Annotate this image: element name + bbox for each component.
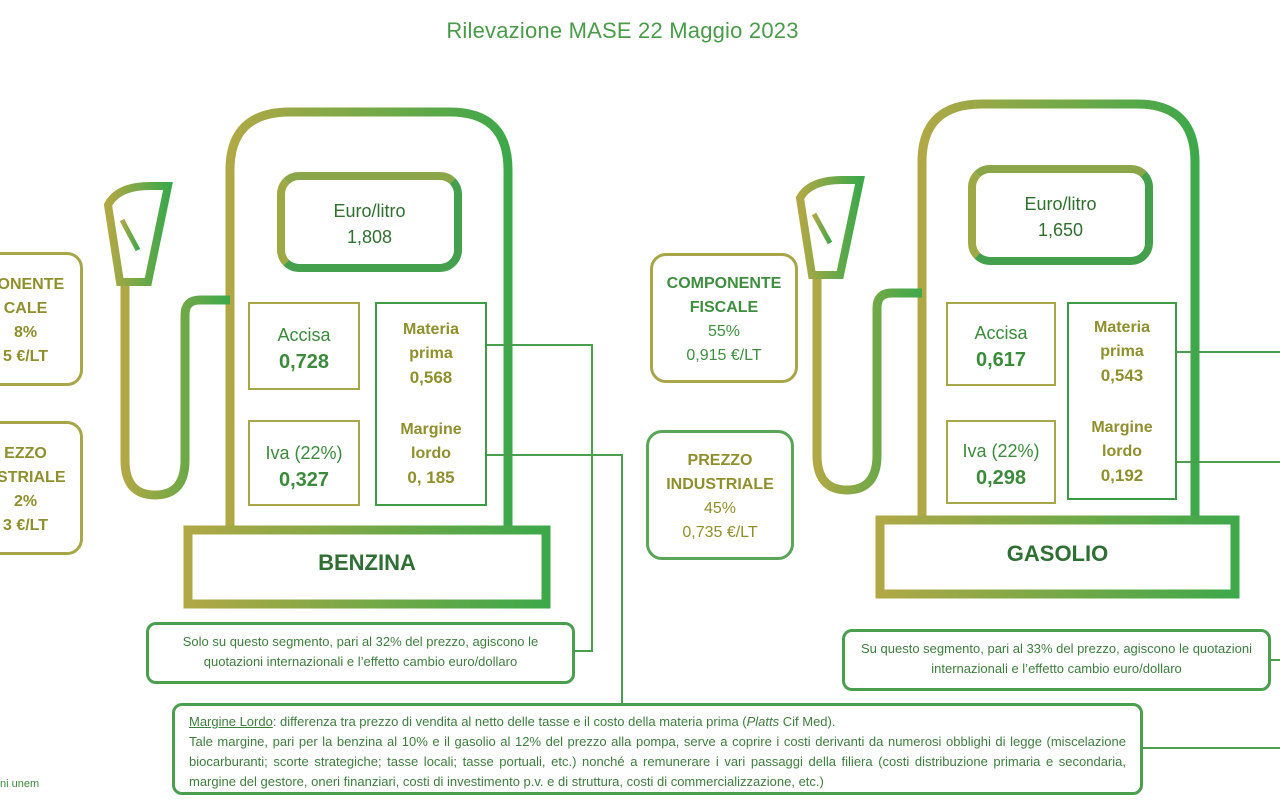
- gasolio-iva-value: 0,298: [975, 467, 1027, 489]
- gasolio-accisa-value: 0,617: [975, 349, 1027, 371]
- margin-note-definition-text: : differenza tra prezzo di vendita al ne…: [272, 714, 747, 729]
- gasolio-pump-icon: [795, 99, 1240, 599]
- margin-note-definition-end: Cif Med).: [779, 714, 836, 729]
- gasolio-fiscale-box: COMPONENTE FISCALE 55% 0,915 €/LT: [650, 253, 798, 383]
- benzina-industrial-box: Materia prima 0,568 Margine lordo 0, 185: [375, 302, 487, 506]
- benzina-accisa-label: Accisa: [277, 325, 331, 345]
- gasolio-margine-value: 0,192: [1100, 466, 1144, 485]
- margin-note-definition: Margine Lordo: differenza tra prezzo di …: [189, 712, 1126, 732]
- gasolio-price-display: Euro/litro 1,650: [968, 165, 1153, 265]
- gasolio-fiscale-line4: 0,915 €/LT: [686, 347, 762, 364]
- benzina-iva-value: 0,327: [278, 469, 330, 491]
- gasolio-connectors: [1143, 351, 1280, 749]
- benzina-label: BENZINA: [318, 550, 416, 575]
- gasolio-euro-litro-value: 1,650: [1037, 220, 1084, 240]
- gasolio-iva-box: Iva (22%) 0,298: [946, 420, 1056, 504]
- benzina-accisa-box: Accisa 0,728: [248, 302, 360, 390]
- benzina-fiscale-box: PONENTE CALE 8% 5 €/LT: [0, 252, 83, 386]
- benzina-materia-label-2: prima: [409, 345, 453, 362]
- benzina-accisa-value: 0,728: [278, 351, 330, 373]
- benzina-price-display: Euro/litro 1,808: [277, 172, 462, 272]
- benzina-euro-litro-value: 1,808: [346, 227, 393, 247]
- benzina-fiscale-line3: 8%: [13, 324, 38, 341]
- margin-note-platts: Platts: [746, 714, 780, 729]
- benzina-iva-label: Iva (22%): [265, 443, 343, 463]
- benzina-industriale-line2: USTRIALE: [0, 469, 66, 486]
- gasolio-industriale-line2: INDUSTRIALE: [666, 476, 774, 493]
- benzina-industriale-line4: 3 €/LT: [2, 517, 49, 534]
- page-title: Rilevazione MASE 22 Maggio 2023: [446, 18, 799, 43]
- gasolio-label: GASOLIO: [1006, 541, 1109, 566]
- gasolio-industriale-line1: PREZZO: [687, 452, 753, 469]
- benzina-euro-litro-label: Euro/litro: [333, 201, 406, 221]
- benzina-materia-label-1: Materia: [402, 321, 460, 338]
- benzina-connectors: [487, 344, 623, 706]
- gasolio-fiscale-line2: FISCALE: [689, 299, 759, 316]
- benzina-fiscale-line2: CALE: [3, 300, 48, 317]
- gasolio-iva-label: Iva (22%): [962, 441, 1040, 461]
- benzina-industriale-line3: 2%: [13, 493, 38, 510]
- margin-note-term: Margine Lordo: [189, 714, 273, 729]
- benzina-industriale-line1: EZZO: [4, 445, 47, 462]
- gasolio-margine-label-2: lordo: [1102, 443, 1142, 460]
- benzina-margine-label-2: lordo: [411, 445, 451, 462]
- gasolio-accisa-box: Accisa 0,617: [946, 302, 1056, 386]
- benzina-margine-label-1: Margine: [400, 421, 462, 438]
- gasolio-industrial-box: Materia prima 0,543 Margine lordo 0,192: [1067, 302, 1177, 500]
- gasolio-materia-label-2: prima: [1100, 343, 1144, 360]
- benzina-pump-icon: [103, 107, 551, 609]
- benzina-segment-note: Solo su questo segmento, pari al 32% del…: [146, 622, 575, 684]
- gasolio-materia-value: 0,543: [1100, 366, 1144, 385]
- gasolio-fiscale-line3: 55%: [707, 323, 741, 340]
- gasolio-fiscale-line1: COMPONENTE: [666, 275, 782, 292]
- benzina-iva-box: Iva (22%) 0,327: [248, 420, 360, 506]
- benzina-fiscale-line1: PONENTE: [0, 276, 65, 293]
- benzina-margine-value: 0, 185: [407, 468, 455, 487]
- gasolio-industriale-line3: 45%: [703, 500, 737, 517]
- gasolio-euro-litro-label: Euro/litro: [1024, 194, 1097, 214]
- gasolio-materia-label-1: Materia: [1093, 319, 1151, 336]
- gasolio-industriale-box: PREZZO INDUSTRIALE 45% 0,735 €/LT: [646, 430, 794, 560]
- benzina-industriale-box: EZZO USTRIALE 2% 3 €/LT: [0, 421, 83, 555]
- gasolio-industriale-line4: 0,735 €/LT: [682, 524, 758, 541]
- margin-note-body: Tale margine, pari per la benzina al 10%…: [189, 734, 1126, 789]
- gasolio-margine-label-1: Margine: [1091, 419, 1153, 436]
- gasolio-segment-note: Su questo segmento, pari al 33% del prez…: [842, 629, 1271, 691]
- benzina-fiscale-line4: 5 €/LT: [2, 348, 49, 365]
- benzina-materia-value: 0,568: [409, 368, 453, 387]
- margin-note: Margine Lordo: differenza tra prezzo di …: [172, 703, 1143, 795]
- source-label: ni unem: [0, 778, 40, 790]
- gasolio-accisa-label: Accisa: [974, 323, 1028, 343]
